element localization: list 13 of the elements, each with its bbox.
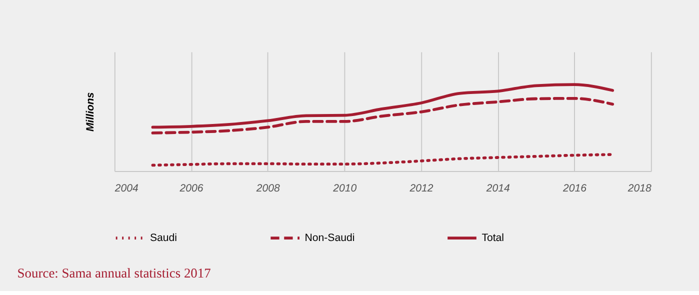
x-tick-label: 2016 <box>562 182 587 195</box>
legend-label: Total <box>482 232 504 244</box>
x-tick-label: 2008 <box>255 182 280 195</box>
x-tick-label: 2014 <box>485 182 510 195</box>
legend-label: Saudi <box>150 232 178 244</box>
legend-label: Non-Saudi <box>304 232 355 244</box>
x-tick-label: 2006 <box>178 182 204 195</box>
x-tick-label: 2010 <box>332 182 357 195</box>
x-tick-label: 2004 <box>114 182 139 195</box>
y-axis-title: Millions <box>84 92 97 132</box>
x-tick-label: 2012 <box>408 182 434 195</box>
source-note: Source: Sama annual statistics 2017 <box>17 266 212 281</box>
x-tick-label: 2018 <box>626 182 652 195</box>
